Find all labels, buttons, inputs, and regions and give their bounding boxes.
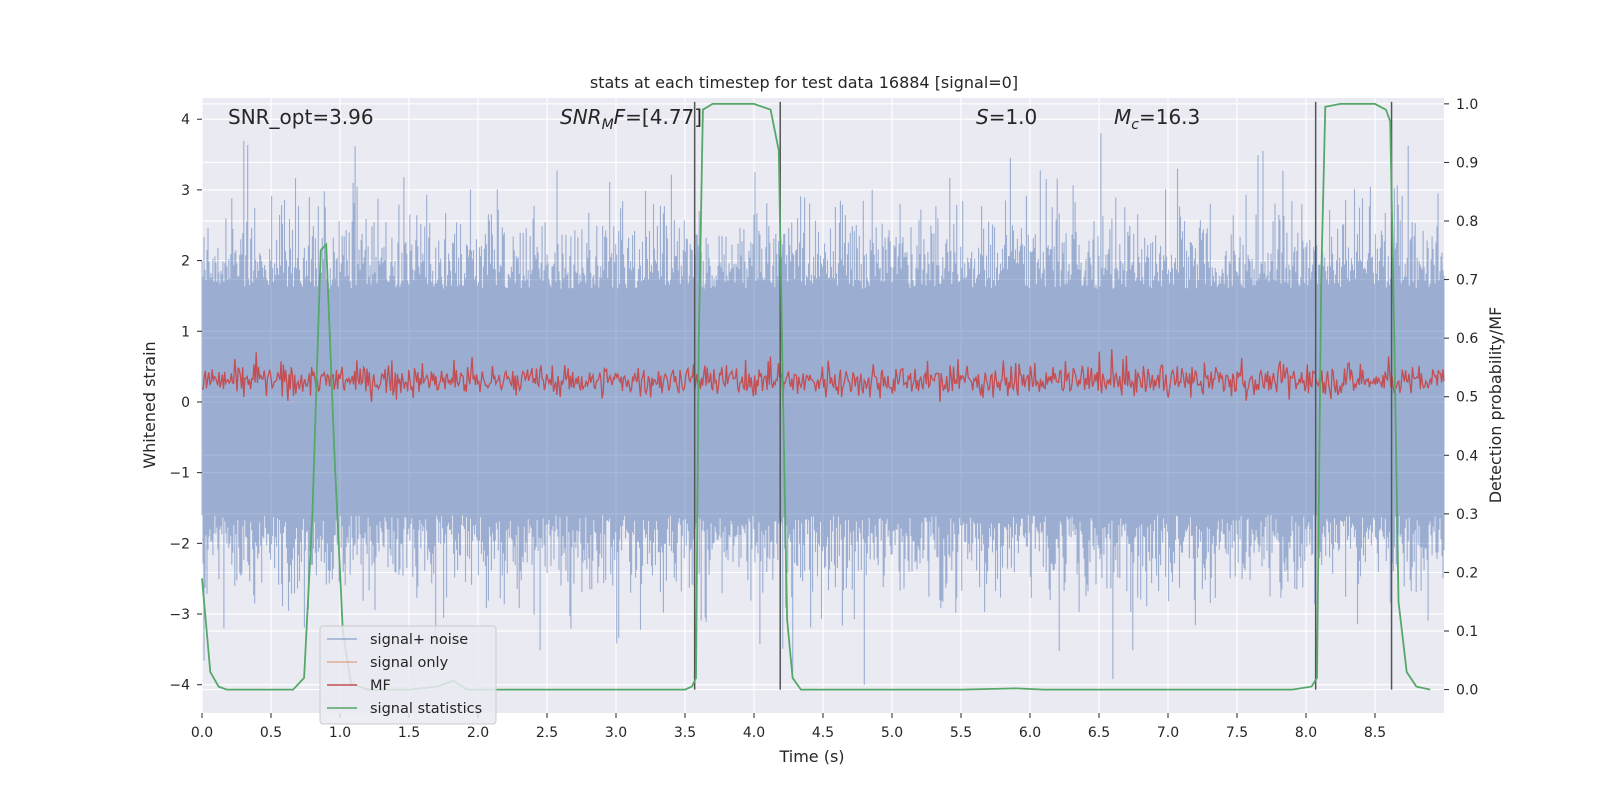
x-tick-label: 5.5 (950, 725, 972, 741)
y-tick-label: 3 (181, 183, 190, 199)
y-tick-label: 4 (181, 112, 190, 128)
mc-symbol: M (1114, 105, 1131, 129)
x-tick-label: 6.5 (1088, 725, 1110, 741)
legend-label-signal-only: signal only (370, 655, 449, 671)
s-symbol: S (976, 105, 989, 129)
snr-mf-subscript: M (602, 117, 614, 133)
right-y-tick-label: 0.9 (1456, 155, 1478, 171)
right-y-tick-label: 0.7 (1456, 273, 1478, 289)
x-tick-label: 2.5 (536, 725, 558, 741)
right-y-tick-label: 0.3 (1456, 507, 1478, 523)
signal-noise-series (201, 133, 1445, 685)
mc-annotation: Mc=16.3 (1114, 105, 1200, 133)
x-tick-label: 8.0 (1295, 725, 1317, 741)
x-tick-label: 2.0 (467, 725, 489, 741)
x-tick-label: 3.0 (605, 725, 627, 741)
right-y-axis-label: Detection probability/MF (1486, 307, 1505, 504)
y-axis-ticks: 4 3 2 1 0 −1 −2 −3 −4 (169, 112, 202, 694)
y-axis-label: Whitened strain (140, 341, 159, 468)
y-tick-label: −4 (169, 678, 190, 694)
x-tick-label: 1.0 (329, 725, 351, 741)
x-tick-label: 4.0 (743, 725, 765, 741)
mf-line (201, 349, 1445, 403)
y-tick-label: 0 (181, 395, 190, 411)
right-y-tick-label: 0.8 (1456, 214, 1478, 230)
y-tick-label: −3 (169, 607, 190, 623)
right-y-tick-label: 0.0 (1456, 683, 1478, 699)
x-tick-label: 6.0 (1019, 725, 1041, 741)
signal-statistics-series (201, 103, 1431, 691)
legend-label-mf: MF (370, 678, 391, 694)
legend-label-signal-noise: signal+ noise (370, 632, 468, 648)
legend-box (319, 625, 497, 725)
x-tick-label: 0.0 (191, 725, 213, 741)
s-annotation: S=1.0 (976, 105, 1037, 129)
x-tick-label: 1.5 (398, 725, 420, 741)
y-tick-label: 1 (181, 324, 190, 340)
snr-mf-annotation: SNRMF=[4.77] (560, 105, 702, 133)
right-y-tick-label: 0.4 (1456, 448, 1478, 464)
mc-subscript: c (1131, 117, 1139, 133)
y-tick-label: 2 (181, 254, 190, 270)
x-tick-label: 5.0 (881, 725, 903, 741)
signal-noise-line (201, 133, 1445, 685)
snr-mf-suffix: F (614, 105, 626, 129)
s-value: =1.0 (989, 105, 1038, 129)
snr-mf-value: =[4.77] (625, 105, 702, 129)
signal-statistics-line (201, 103, 1431, 691)
snr-opt-annotation: SNR_opt=3.96 (228, 105, 374, 129)
legend: signal+ noise signal only MF signal stat… (319, 625, 497, 725)
x-tick-label: 4.5 (812, 725, 834, 741)
x-tick-label: 7.5 (1226, 725, 1248, 741)
y-tick-label: −1 (169, 466, 190, 482)
x-tick-label: 8.5 (1364, 725, 1386, 741)
right-y-tick-label: 0.6 (1456, 331, 1478, 347)
x-tick-label: 3.5 (674, 725, 696, 741)
x-tick-label: 0.5 (260, 725, 282, 741)
right-y-tick-label: 1.0 (1456, 97, 1478, 113)
right-y-tick-label: 0.1 (1456, 624, 1478, 640)
x-axis-label: Time (s) (778, 747, 844, 766)
chart-title: stats at each timestep for test data 168… (590, 73, 1018, 92)
x-tick-label: 7.0 (1157, 725, 1179, 741)
right-y-axis-ticks: 1.0 0.9 0.8 0.7 0.6 0.5 0.4 0.3 0.2 0.1 0.0 (1444, 97, 1478, 699)
snr-mf-symbol: SNR (560, 105, 602, 129)
y-tick-label: −2 (169, 536, 190, 552)
mf-series (201, 349, 1445, 403)
right-y-tick-label: 0.5 (1456, 390, 1478, 406)
x-axis-ticks: 0.0 0.5 1.0 1.5 2.0 2.5 3.0 3.5 4.0 4.5 5.0 5.5 6.0 6… (191, 713, 1386, 741)
legend-label-signal-statistics: signal statistics (370, 701, 482, 717)
right-y-tick-label: 0.2 (1456, 565, 1478, 581)
mc-value: =16.3 (1139, 105, 1200, 129)
